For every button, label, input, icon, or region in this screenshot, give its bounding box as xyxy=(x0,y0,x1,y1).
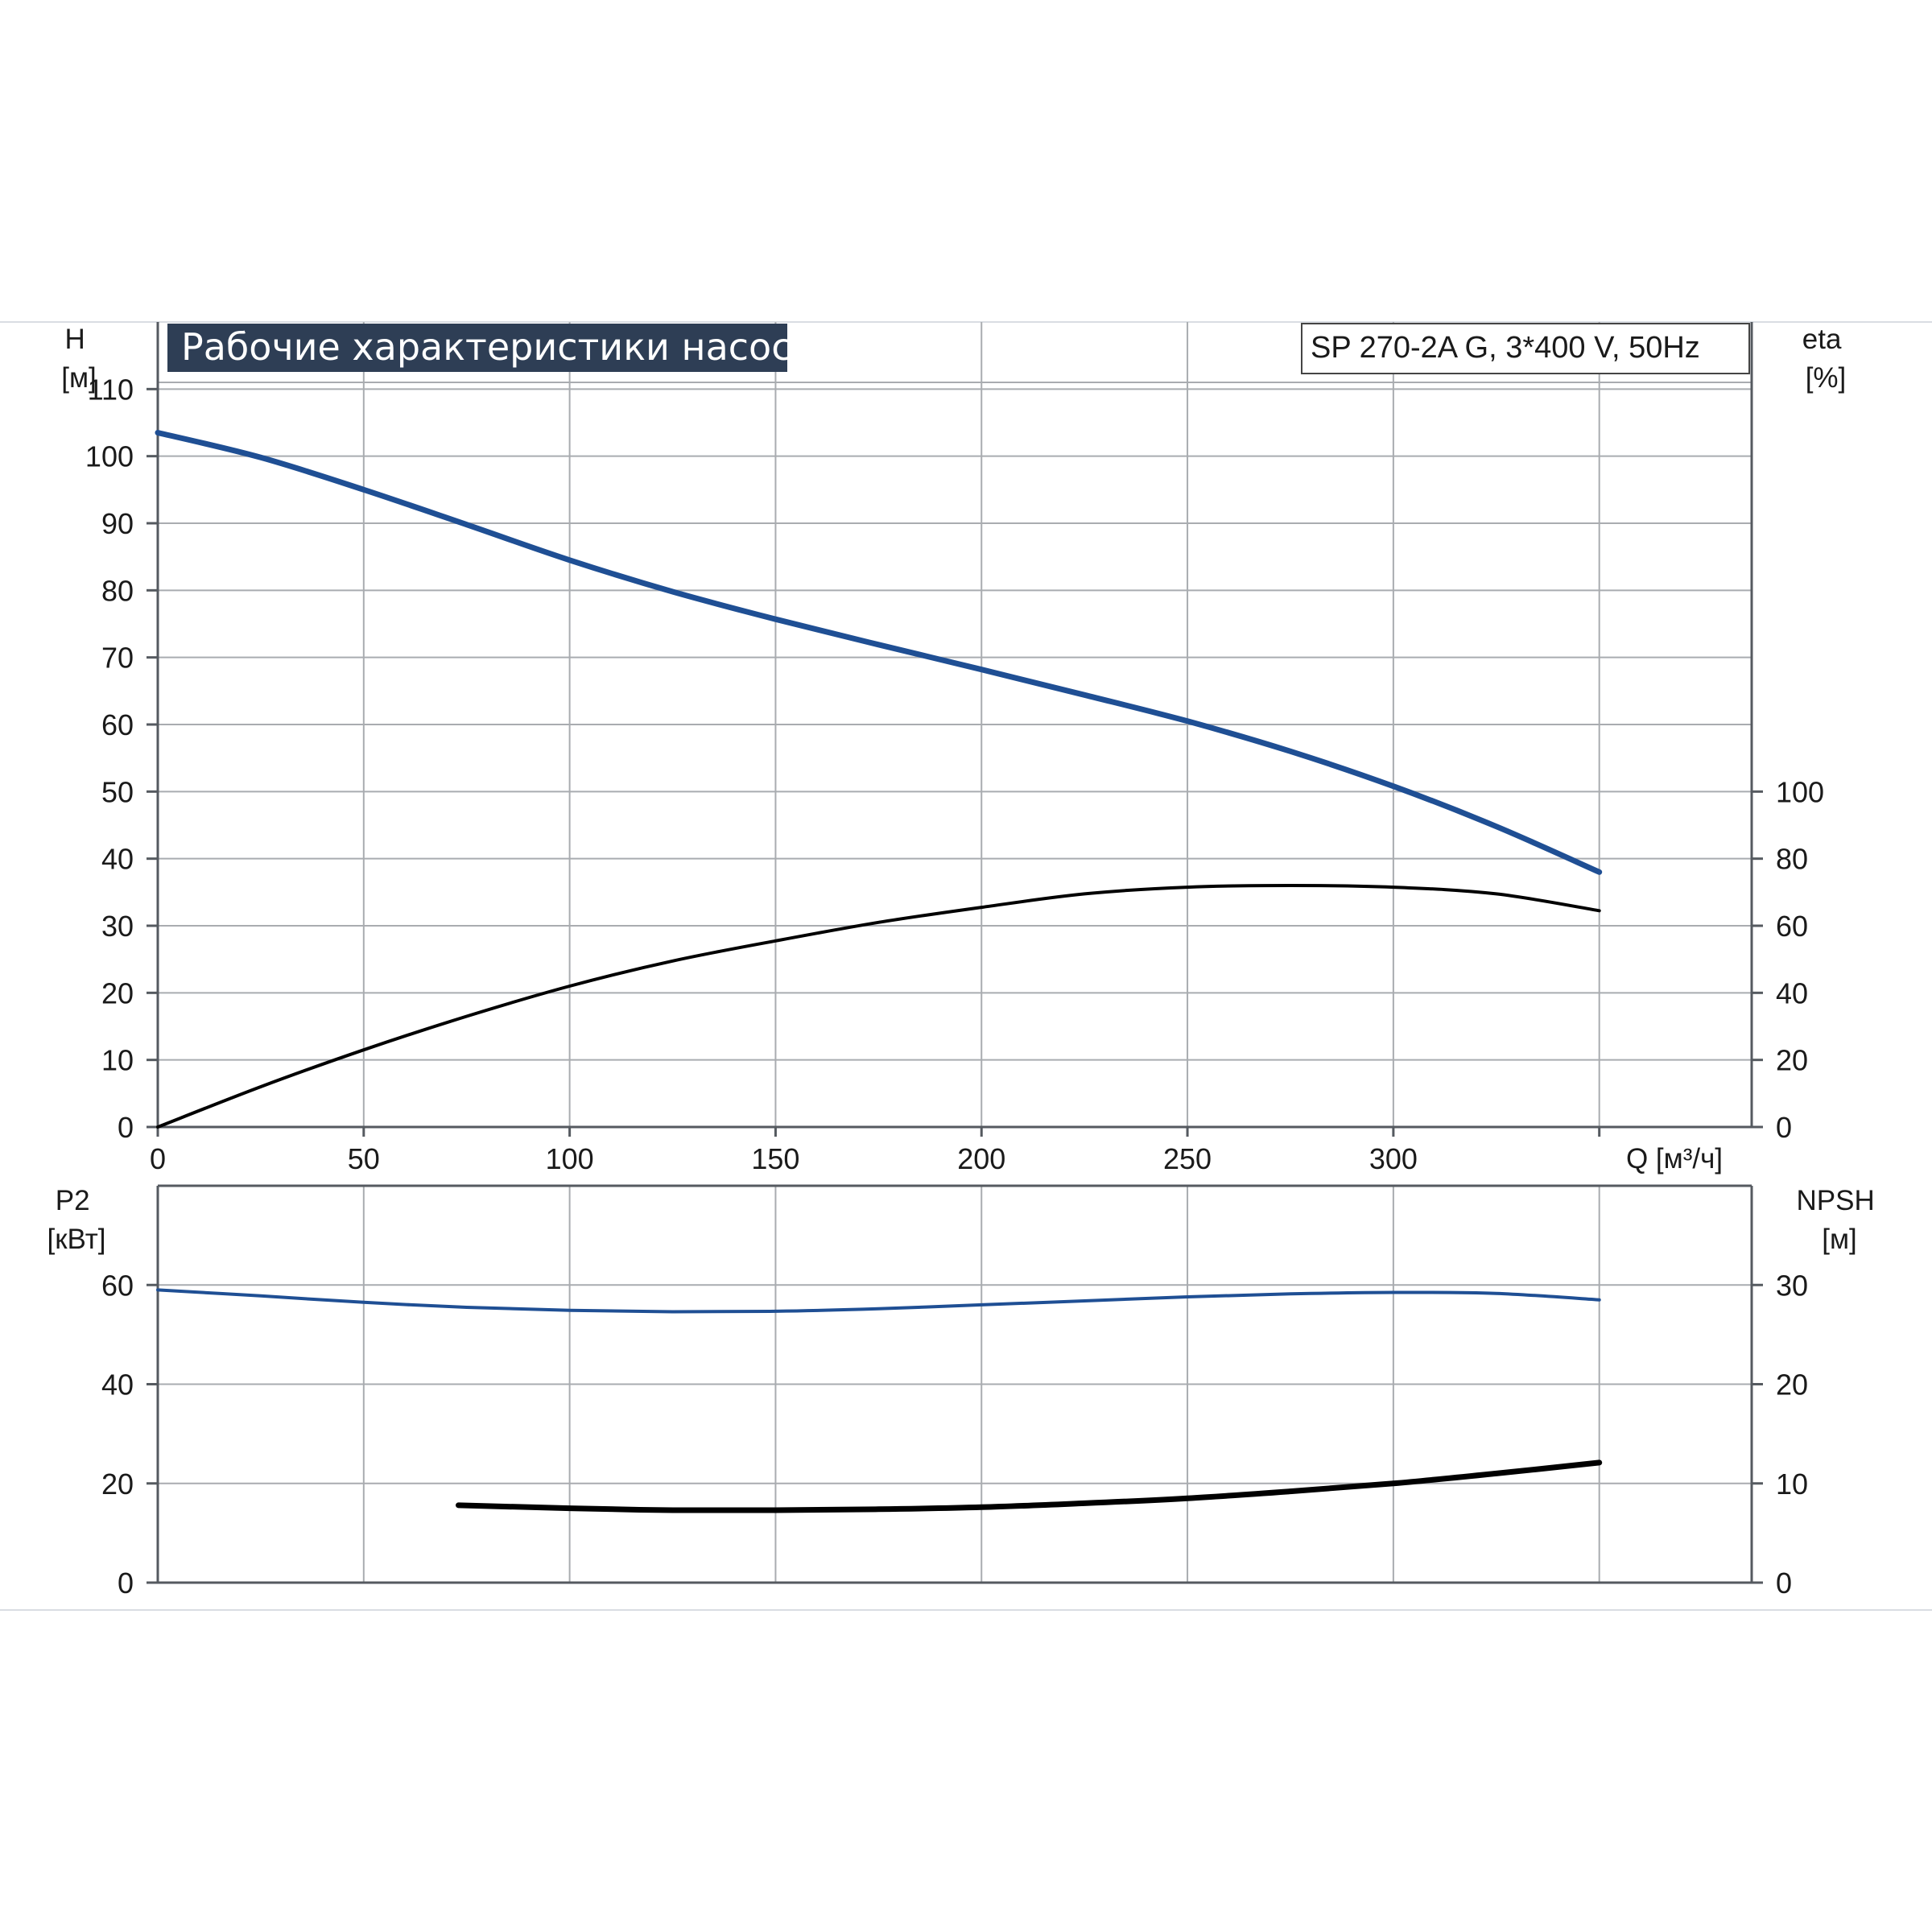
head-axis-label-unit: [м] xyxy=(61,362,97,394)
chart-title-background xyxy=(167,324,787,372)
npsh-axis-label: NPSH [м] xyxy=(1797,1185,1883,1255)
npsh-curve xyxy=(456,1459,1603,1513)
efficiency-tick-label-60: 60 xyxy=(1776,910,1808,943)
flow-tick-label-0: 0 xyxy=(150,1142,166,1175)
flow-axis-label: Q [м³/ч] xyxy=(1626,1143,1723,1174)
head-axis-label: H [м] xyxy=(61,324,97,394)
efficiency-axis-label: eta [%] xyxy=(1802,324,1849,394)
chart-title-box: Рабочие характеристики насоса xyxy=(167,324,815,372)
head-tick-label-90: 90 xyxy=(101,507,134,540)
eta-curve xyxy=(156,884,1601,1129)
top-gridlines xyxy=(158,322,1752,1127)
model-label: SP 270-2A G, 3*400 V, 50Hz xyxy=(1311,331,1700,365)
model-box-frame xyxy=(1301,323,1750,374)
efficiency-tick-label-80: 80 xyxy=(1776,843,1808,876)
power-axis-label-unit: [кВт] xyxy=(47,1224,106,1255)
npsh-tick-label-10: 10 xyxy=(1776,1468,1808,1501)
head-tick-label-10: 10 xyxy=(101,1044,134,1077)
flow-tick-label-250: 250 xyxy=(1163,1142,1212,1175)
efficiency-tick-label-100: 100 xyxy=(1776,775,1824,808)
flow-tick-label-300: 300 xyxy=(1369,1142,1418,1175)
chart-title: Рабочие характеристики насоса xyxy=(181,325,815,369)
head-tick-label-0: 0 xyxy=(118,1111,134,1144)
efficiency-axis-label-unit: [%] xyxy=(1806,362,1847,394)
power-axis-label: P2 [кВт] xyxy=(47,1185,106,1255)
power-tick-label-40: 40 xyxy=(101,1368,134,1402)
efficiency-tick-label-0: 0 xyxy=(1776,1111,1792,1144)
flow-tick-label-100: 100 xyxy=(546,1142,594,1175)
head-tick-label-100: 100 xyxy=(85,440,134,473)
flow-tick-label-200: 200 xyxy=(957,1142,1005,1175)
flow-tick-label-50: 50 xyxy=(348,1142,380,1175)
top-curves xyxy=(155,430,1603,1129)
head-axis-label-symbol: H xyxy=(64,324,85,355)
h-curve xyxy=(155,430,1603,875)
power-tick-label-0: 0 xyxy=(118,1567,134,1600)
npsh-axis-label-symbol: NPSH xyxy=(1797,1185,1875,1216)
head-tick-label-70: 70 xyxy=(101,642,134,675)
power-tick-label-20: 20 xyxy=(101,1468,134,1501)
efficiency-tick-label-40: 40 xyxy=(1776,976,1808,1009)
efficiency-tick-label-20: 20 xyxy=(1776,1044,1808,1077)
head-tick-label-30: 30 xyxy=(101,910,134,943)
bottom-gridlines xyxy=(158,1186,1752,1583)
head-tick-label-20: 20 xyxy=(101,976,134,1009)
model-box: SP 270-2A G, 3*400 V, 50Hz xyxy=(1301,323,1750,374)
head-tick-label-110: 110 xyxy=(88,373,134,406)
power-tick-label-60: 60 xyxy=(101,1269,134,1302)
power-axis-label-symbol: P2 xyxy=(56,1185,90,1216)
npsh-axis-label-unit: [м] xyxy=(1822,1224,1857,1255)
npsh-tick-label-20: 20 xyxy=(1776,1368,1808,1402)
bottom-curves xyxy=(156,1288,1603,1513)
flow-tick-label-150: 150 xyxy=(751,1142,799,1175)
top-axes xyxy=(147,322,1763,1137)
head-tick-label-40: 40 xyxy=(101,843,134,876)
head-tick-label-60: 60 xyxy=(101,708,134,741)
efficiency-axis-label-symbol: eta xyxy=(1802,324,1842,355)
bottom-axes xyxy=(147,1184,1763,1584)
npsh-tick-label-30: 30 xyxy=(1776,1269,1808,1302)
head-tick-label-80: 80 xyxy=(101,574,134,607)
head-tick-label-50: 50 xyxy=(101,775,134,808)
p2-curve xyxy=(156,1288,1601,1314)
npsh-tick-label-0: 0 xyxy=(1776,1567,1792,1600)
